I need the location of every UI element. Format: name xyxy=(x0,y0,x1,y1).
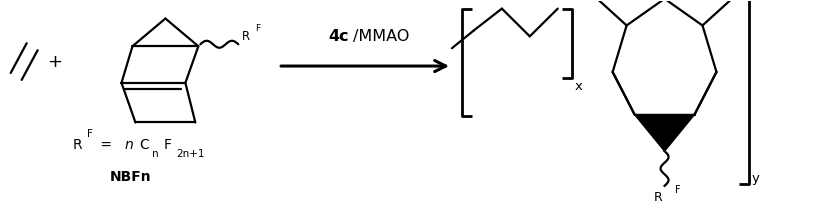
Text: R: R xyxy=(654,191,663,204)
Text: 2n+1: 2n+1 xyxy=(176,149,205,159)
Text: =: = xyxy=(96,138,116,152)
Text: C: C xyxy=(140,138,150,152)
Text: n: n xyxy=(152,149,159,159)
Text: NBFn: NBFn xyxy=(110,170,151,184)
Text: /MMAO: /MMAO xyxy=(353,29,410,44)
Text: y: y xyxy=(751,172,759,185)
Text: R: R xyxy=(72,138,82,152)
Polygon shape xyxy=(635,115,694,151)
Text: 4c: 4c xyxy=(328,29,349,44)
Text: R: R xyxy=(242,30,250,43)
Text: F: F xyxy=(675,185,680,195)
Text: +: + xyxy=(47,53,62,71)
Text: x: x xyxy=(575,80,583,93)
Text: n: n xyxy=(124,138,133,152)
Text: F: F xyxy=(163,138,172,152)
Text: F: F xyxy=(255,24,260,33)
Text: F: F xyxy=(86,129,93,139)
